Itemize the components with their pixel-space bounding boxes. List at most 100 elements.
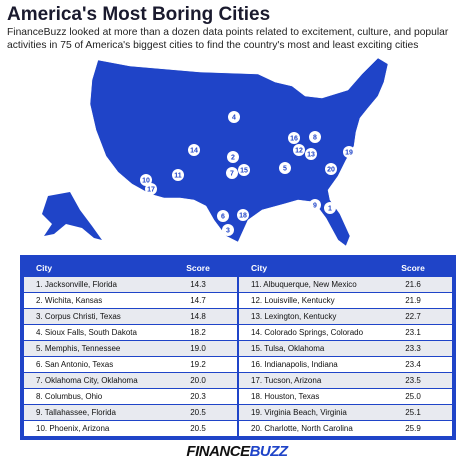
logo-left: FINANCE xyxy=(186,443,250,460)
table-row: 1. Jacksonville, Florida 14.3 xyxy=(24,277,237,292)
score-cell: 20.0 xyxy=(190,376,206,385)
marker-label: 4 xyxy=(232,115,236,122)
city-cell: 16. Indianapolis, Indiana xyxy=(251,360,338,369)
table-row: 7. Oklahoma City, Oklahoma 20.0 xyxy=(24,373,237,388)
score-cell: 23.5 xyxy=(405,376,421,385)
score-cell: 25.9 xyxy=(405,424,421,433)
table-row: 3. Corpus Christi, Texas 14.8 xyxy=(24,309,237,324)
marker-label: 13 xyxy=(307,152,315,159)
marker-dot xyxy=(343,146,355,158)
score-cell: 20.5 xyxy=(190,408,206,417)
marker-dot xyxy=(238,164,250,176)
score-cell: 14.7 xyxy=(190,296,206,305)
city-cell: 20. Charlotte, North Carolina xyxy=(251,424,353,433)
city-cell: 6. San Antonio, Texas xyxy=(36,360,114,369)
table-row: 10. Phoenix, Arizona 20.5 xyxy=(24,421,237,436)
marker-dot xyxy=(140,174,152,186)
score-cell: 21.6 xyxy=(405,280,421,289)
table-row: 14. Colorado Springs, Colorado 23.1 xyxy=(239,325,452,340)
table-row: 6. San Antonio, Texas 19.2 xyxy=(24,357,237,372)
city-cell: 7. Oklahoma City, Oklahoma xyxy=(36,376,138,385)
table-header: City Score xyxy=(239,259,452,276)
marker-label: 1 xyxy=(328,206,332,213)
city-cell: 14. Colorado Springs, Colorado xyxy=(251,328,364,337)
marker-label: 3 xyxy=(226,228,230,235)
marker-dot xyxy=(237,209,249,221)
marker-dot xyxy=(172,169,184,181)
score-cell: 14.8 xyxy=(190,312,206,321)
marker-label: 20 xyxy=(327,167,335,174)
subtitle: FinanceBuzz looked at more than a dozen … xyxy=(7,27,449,51)
city-cell: 10. Phoenix, Arizona xyxy=(36,424,110,433)
score-cell: 14.3 xyxy=(190,280,206,289)
marker-dot xyxy=(145,183,157,195)
logo: FINANCEBUZZ xyxy=(0,443,474,460)
city-cell: 19. Virginia Beach, Virginia xyxy=(251,408,347,417)
marker-label: 17 xyxy=(147,187,155,194)
marker-dot xyxy=(188,144,200,156)
score-cell: 23.3 xyxy=(405,344,421,353)
score-cell: 25.1 xyxy=(405,408,421,417)
table-header: City Score xyxy=(24,259,237,276)
marker-dot xyxy=(228,111,240,123)
score-cell: 19.2 xyxy=(190,360,206,369)
table-row: 5. Memphis, Tennessee 19.0 xyxy=(24,341,237,356)
column-header: Score xyxy=(401,263,425,273)
column-header: Score xyxy=(186,263,210,273)
city-cell: 5. Memphis, Tennessee xyxy=(36,344,121,353)
marker-dot xyxy=(324,202,336,214)
score-cell: 19.0 xyxy=(190,344,206,353)
marker-dot xyxy=(288,132,300,144)
marker-dot xyxy=(222,224,234,236)
score-cell: 25.0 xyxy=(405,392,421,401)
marker-dot xyxy=(279,162,291,174)
table-row: 16. Indianapolis, Indiana 23.4 xyxy=(239,357,452,372)
marker-label: 19 xyxy=(345,150,353,157)
city-cell: 18. Houston, Texas xyxy=(251,392,320,401)
marker-dot xyxy=(305,148,317,160)
table-row: 19. Virginia Beach, Virginia 25.1 xyxy=(239,405,452,420)
marker-label: 15 xyxy=(240,168,248,175)
table-row: 8. Columbus, Ohio 20.3 xyxy=(24,389,237,404)
table-row: 17. Tucson, Arizona 23.5 xyxy=(239,373,452,388)
city-cell: 4. Sioux Falls, South Dakota xyxy=(36,328,137,337)
city-cell: 9. Tallahassee, Florida xyxy=(36,408,116,417)
marker-label: 12 xyxy=(295,148,303,155)
column-header: City xyxy=(251,263,268,273)
city-cell: 15. Tulsa, Oklahoma xyxy=(251,344,325,353)
city-cell: 1. Jacksonville, Florida xyxy=(36,280,117,289)
table-row: 12. Louisville, Kentucky 21.9 xyxy=(239,293,452,308)
column-header: City xyxy=(36,263,53,273)
table-row: 9. Tallahassee, Florida 20.5 xyxy=(24,405,237,420)
city-cell: 17. Tucson, Arizona xyxy=(251,376,322,385)
city-cell: 8. Columbus, Ohio xyxy=(36,392,103,401)
score-cell: 18.2 xyxy=(190,328,206,337)
marker-label: 11 xyxy=(174,173,182,180)
score-cell: 22.7 xyxy=(405,312,421,321)
marker-label: 8 xyxy=(313,135,317,142)
marker-label: 2 xyxy=(231,155,235,162)
table-left: City Score 1. Jacksonville, Florida 14.3 2. … xyxy=(24,259,237,436)
score-cell: 20.5 xyxy=(190,424,206,433)
table-row: 13. Lexington, Kentucky 22.7 xyxy=(239,309,452,324)
marker-dot xyxy=(293,144,305,156)
city-cell: 12. Louisville, Kentucky xyxy=(251,296,335,305)
table-row: 11. Albuquerque, New Mexico 21.6 xyxy=(239,277,452,292)
table-right: City Score 11. Albuquerque, New Mexico 21.6… xyxy=(239,259,452,436)
marker-label: 16 xyxy=(290,136,298,143)
score-cell: 21.9 xyxy=(405,296,421,305)
score-cell: 20.3 xyxy=(190,392,206,401)
city-cell: 13. Lexington, Kentucky xyxy=(251,312,337,321)
city-cell: 2. Wichita, Kansas xyxy=(36,296,103,305)
table-row: 4. Sioux Falls, South Dakota 18.2 xyxy=(24,325,237,340)
marker-label: 18 xyxy=(239,213,247,220)
marker-dot xyxy=(226,167,238,179)
marker-dot xyxy=(309,131,321,143)
marker-dot xyxy=(309,199,321,211)
alaska xyxy=(42,192,102,240)
table-row: 15. Tulsa, Oklahoma 23.3 xyxy=(239,341,452,356)
score-cell: 23.1 xyxy=(405,328,421,337)
ranking-table: City Score 1. Jacksonville, Florida 14.3 2. … xyxy=(20,255,456,440)
marker-label: 9 xyxy=(313,203,317,210)
